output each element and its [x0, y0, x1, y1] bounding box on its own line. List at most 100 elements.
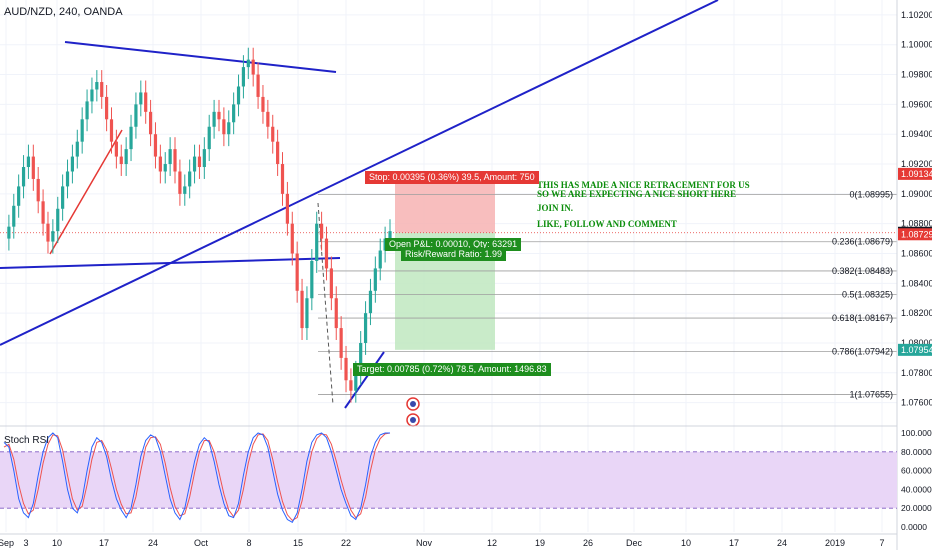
- candle-body: [80, 119, 84, 142]
- price-tick-label: 1.09800: [901, 70, 932, 80]
- rsi-tick-label: 60.0000: [901, 466, 932, 476]
- time-tick-label: Oct: [194, 538, 209, 548]
- price-badge-label: 1.09134: [901, 169, 932, 179]
- candle-body: [109, 119, 114, 142]
- stop-label: Stop: 0.00395 (0.36%) 39.5, Amount: 750: [365, 171, 539, 184]
- candle-body: [17, 186, 21, 206]
- symbol-title: AUD/NZD, 240, OANDA: [4, 6, 123, 18]
- candle-body: [261, 96, 265, 112]
- candle-body: [178, 171, 182, 194]
- candle-body: [95, 82, 99, 90]
- candle-body: [183, 186, 187, 194]
- candle-body: [305, 298, 309, 329]
- price-badge: [898, 167, 932, 180]
- price-tick-label: 1.08800: [901, 219, 932, 229]
- candle-body: [344, 357, 348, 381]
- candle-body: [129, 126, 133, 150]
- candle-body: [319, 223, 324, 239]
- candle-body: [100, 82, 104, 97]
- price-tick-label: 1.07600: [901, 398, 932, 408]
- time-tick-label: 17: [729, 538, 739, 548]
- candle-body: [363, 313, 368, 343]
- price-tick-label: 1.10200: [901, 10, 932, 20]
- candle-body: [359, 342, 363, 373]
- fib-trend-line: [317, 202, 334, 406]
- time-tick-label: 7: [879, 538, 884, 548]
- candle-body: [271, 126, 275, 142]
- candle-body: [168, 149, 172, 165]
- price-tick-label: 1.08000: [901, 338, 932, 348]
- candle-body: [124, 149, 128, 165]
- rsi-tick-label: 40.0000: [901, 484, 932, 494]
- price-badge-label: 1.08729: [901, 229, 932, 239]
- candle-body: [310, 260, 314, 299]
- trend-line: [0, 0, 719, 346]
- trend-line: [64, 41, 337, 73]
- candle-body: [290, 223, 294, 254]
- time-tick-label: 19: [535, 538, 545, 548]
- candle-body: [119, 156, 123, 165]
- candle-body: [227, 122, 231, 135]
- candle-body: [232, 104, 236, 123]
- candle-body: [192, 156, 197, 172]
- time-tick-label: Sep: [0, 538, 14, 548]
- candle-body: [256, 74, 260, 97]
- candle-body: [315, 223, 319, 261]
- time-tick-label: 10: [681, 538, 691, 548]
- candle-body: [222, 119, 226, 135]
- candle-body: [85, 101, 89, 120]
- event-icon: [410, 417, 416, 423]
- candle-body: [139, 92, 143, 105]
- price-badge: [898, 228, 932, 241]
- price-tick-label: 1.09000: [901, 189, 932, 199]
- time-tick-label: 10: [52, 538, 62, 548]
- annotation-line-4: LIKE, FOLLOW AND COMMENT: [537, 219, 677, 229]
- candle-body: [61, 186, 65, 209]
- time-tick-label: 12: [487, 538, 497, 548]
- time-tick-label: 22: [341, 538, 351, 548]
- time-tick-label: Dec: [626, 538, 643, 548]
- price-tick-label: 1.07800: [901, 368, 932, 378]
- time-tick-label: 26: [583, 538, 593, 548]
- candle-body: [212, 111, 216, 127]
- time-tick-label: 3: [23, 538, 28, 548]
- time-tick-label: 15: [293, 538, 303, 548]
- candle-body: [217, 111, 221, 120]
- fib-label: 0.618(1.08167): [832, 313, 893, 323]
- candle-body: [36, 178, 40, 202]
- rsi-k-line: [3, 432, 390, 523]
- candle-body: [368, 290, 373, 314]
- candle-body: [266, 111, 270, 127]
- candle-body: [241, 67, 246, 87]
- candle-body: [388, 231, 392, 239]
- fib-label: 1(1.07655): [849, 389, 893, 399]
- candle-body: [7, 226, 11, 239]
- rsi-tick-label: 80.0000: [901, 447, 932, 457]
- candle-body: [324, 238, 329, 269]
- candle-body: [173, 149, 177, 172]
- price-tick-label: 1.08400: [901, 278, 932, 288]
- candle-body: [236, 86, 241, 105]
- time-tick-label: 24: [777, 538, 787, 548]
- annotation-line-2: SO WE ARE EXPECTING A NICE SHORT HERE: [537, 189, 737, 199]
- rsi-tick-label: 0.0000: [901, 522, 927, 532]
- event-icon: [410, 401, 416, 407]
- candle-body: [46, 223, 50, 242]
- candle-body: [251, 59, 255, 75]
- target-label: Target: 0.00785 (0.72%) 78.5, Amount: 14…: [353, 363, 551, 376]
- candle-body: [285, 193, 289, 224]
- candle-body: [153, 134, 158, 157]
- candle-body: [65, 171, 70, 187]
- candle-body: [144, 92, 148, 112]
- trend-line: [49, 129, 123, 255]
- candle-body: [188, 171, 192, 187]
- candle-body: [26, 156, 31, 168]
- price-tick-label: 1.08200: [901, 308, 932, 318]
- candle-body: [276, 141, 280, 165]
- time-tick-label: 17: [99, 538, 109, 548]
- candle-body: [280, 164, 285, 194]
- price-tick-label: 1.09400: [901, 129, 932, 139]
- candle-body: [197, 156, 202, 168]
